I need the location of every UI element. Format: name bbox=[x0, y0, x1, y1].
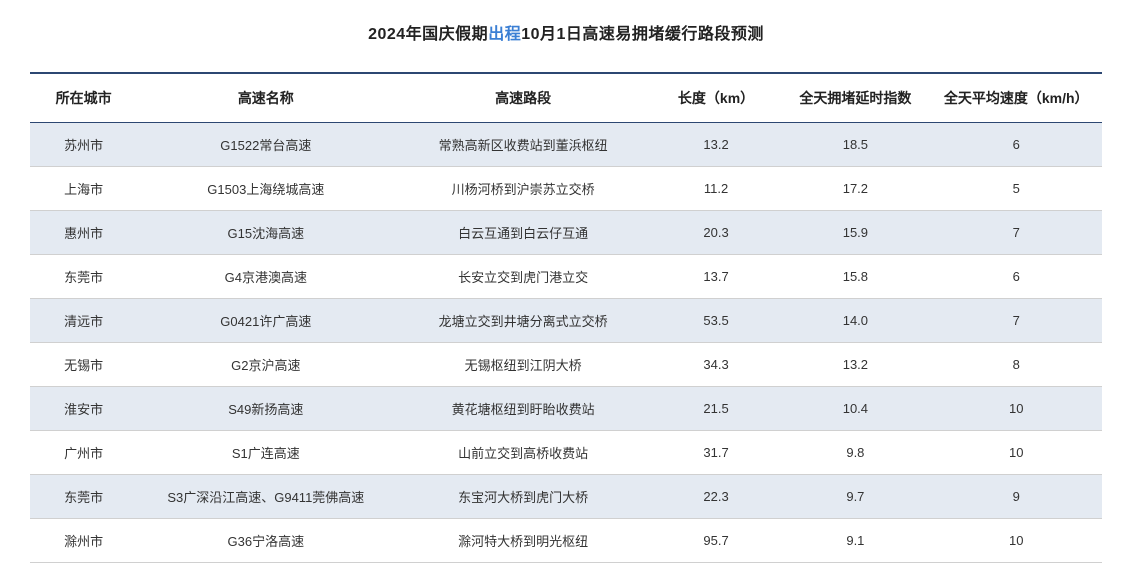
table-row: 惠州市G15沈海高速白云互通到白云仔互通20.315.97 bbox=[30, 211, 1102, 255]
congestion-table: 所在城市高速名称高速路段长度（km）全天拥堵延时指数全天平均速度（km/h） 苏… bbox=[30, 72, 1102, 563]
cell-city: 广州市 bbox=[30, 431, 137, 475]
cell-city: 清远市 bbox=[30, 299, 137, 343]
cell-length: 13.2 bbox=[652, 123, 781, 167]
cell-section: 东宝河大桥到虎门大桥 bbox=[394, 475, 651, 519]
cell-city: 上海市 bbox=[30, 167, 137, 211]
cell-index: 9.8 bbox=[780, 431, 930, 475]
table-body: 苏州市G1522常台高速常熟高新区收费站到董浜枢纽13.218.56上海市G15… bbox=[30, 123, 1102, 563]
col-header-0: 所在城市 bbox=[30, 73, 137, 123]
cell-speed: 5 bbox=[930, 167, 1102, 211]
table-row: 苏州市G1522常台高速常熟高新区收费站到董浜枢纽13.218.56 bbox=[30, 123, 1102, 167]
cell-speed: 6 bbox=[930, 123, 1102, 167]
table-row: 广州市S1广连高速山前立交到高桥收费站31.79.810 bbox=[30, 431, 1102, 475]
cell-highway: G0421许广高速 bbox=[137, 299, 394, 343]
cell-length: 22.3 bbox=[652, 475, 781, 519]
cell-length: 13.7 bbox=[652, 255, 781, 299]
cell-length: 95.7 bbox=[652, 519, 781, 563]
cell-section: 黄花塘枢纽到盱眙收费站 bbox=[394, 387, 651, 431]
cell-highway: G4京港澳高速 bbox=[137, 255, 394, 299]
cell-index: 9.7 bbox=[780, 475, 930, 519]
cell-speed: 7 bbox=[930, 211, 1102, 255]
cell-city: 东莞市 bbox=[30, 475, 137, 519]
cell-city: 惠州市 bbox=[30, 211, 137, 255]
table-row: 上海市G1503上海绕城高速川杨河桥到沪崇苏立交桥11.217.25 bbox=[30, 167, 1102, 211]
table-row: 清远市G0421许广高速龙塘立交到井塘分离式立交桥53.514.07 bbox=[30, 299, 1102, 343]
cell-highway: G36宁洛高速 bbox=[137, 519, 394, 563]
table-header: 所在城市高速名称高速路段长度（km）全天拥堵延时指数全天平均速度（km/h） bbox=[30, 73, 1102, 123]
col-header-2: 高速路段 bbox=[394, 73, 651, 123]
cell-highway: G2京沪高速 bbox=[137, 343, 394, 387]
cell-speed: 8 bbox=[930, 343, 1102, 387]
cell-city: 滁州市 bbox=[30, 519, 137, 563]
cell-speed: 10 bbox=[930, 387, 1102, 431]
cell-city: 无锡市 bbox=[30, 343, 137, 387]
cell-index: 13.2 bbox=[780, 343, 930, 387]
congestion-table-wrap: 所在城市高速名称高速路段长度（km）全天拥堵延时指数全天平均速度（km/h） 苏… bbox=[30, 72, 1102, 563]
cell-length: 11.2 bbox=[652, 167, 781, 211]
table-row: 无锡市G2京沪高速无锡枢纽到江阴大桥34.313.28 bbox=[30, 343, 1102, 387]
cell-index: 14.0 bbox=[780, 299, 930, 343]
cell-index: 17.2 bbox=[780, 167, 930, 211]
cell-section: 龙塘立交到井塘分离式立交桥 bbox=[394, 299, 651, 343]
col-header-5: 全天平均速度（km/h） bbox=[930, 73, 1102, 123]
title-prefix: 2024年国庆假期 bbox=[368, 26, 488, 43]
cell-section: 白云互通到白云仔互通 bbox=[394, 211, 651, 255]
cell-length: 21.5 bbox=[652, 387, 781, 431]
cell-city: 东莞市 bbox=[30, 255, 137, 299]
title-suffix: 10月1日高速易拥堵缓行路段预测 bbox=[521, 26, 764, 43]
cell-section: 常熟高新区收费站到董浜枢纽 bbox=[394, 123, 651, 167]
cell-highway: S1广连高速 bbox=[137, 431, 394, 475]
cell-speed: 9 bbox=[930, 475, 1102, 519]
cell-speed: 10 bbox=[930, 431, 1102, 475]
table-row: 淮安市S49新扬高速黄花塘枢纽到盱眙收费站21.510.410 bbox=[30, 387, 1102, 431]
cell-highway: G1522常台高速 bbox=[137, 123, 394, 167]
col-header-4: 全天拥堵延时指数 bbox=[780, 73, 930, 123]
cell-speed: 6 bbox=[930, 255, 1102, 299]
cell-section: 川杨河桥到沪崇苏立交桥 bbox=[394, 167, 651, 211]
cell-highway: G15沈海高速 bbox=[137, 211, 394, 255]
cell-section: 山前立交到高桥收费站 bbox=[394, 431, 651, 475]
cell-section: 长安立交到虎门港立交 bbox=[394, 255, 651, 299]
cell-index: 18.5 bbox=[780, 123, 930, 167]
page-title: 2024年国庆假期出程10月1日高速易拥堵缓行路段预测 bbox=[30, 20, 1102, 44]
table-row: 东莞市S3广深沿江高速、G9411莞佛高速东宝河大桥到虎门大桥22.39.79 bbox=[30, 475, 1102, 519]
cell-speed: 7 bbox=[930, 299, 1102, 343]
cell-length: 20.3 bbox=[652, 211, 781, 255]
cell-length: 34.3 bbox=[652, 343, 781, 387]
cell-index: 9.1 bbox=[780, 519, 930, 563]
cell-highway: S3广深沿江高速、G9411莞佛高速 bbox=[137, 475, 394, 519]
cell-section: 滁河特大桥到明光枢纽 bbox=[394, 519, 651, 563]
cell-length: 53.5 bbox=[652, 299, 781, 343]
col-header-1: 高速名称 bbox=[137, 73, 394, 123]
cell-index: 15.8 bbox=[780, 255, 930, 299]
cell-city: 苏州市 bbox=[30, 123, 137, 167]
cell-speed: 10 bbox=[930, 519, 1102, 563]
table-row: 东莞市G4京港澳高速长安立交到虎门港立交13.715.86 bbox=[30, 255, 1102, 299]
title-highlight: 出程 bbox=[488, 26, 521, 43]
cell-length: 31.7 bbox=[652, 431, 781, 475]
col-header-3: 长度（km） bbox=[652, 73, 781, 123]
cell-city: 淮安市 bbox=[30, 387, 137, 431]
cell-section: 无锡枢纽到江阴大桥 bbox=[394, 343, 651, 387]
cell-index: 15.9 bbox=[780, 211, 930, 255]
cell-highway: S49新扬高速 bbox=[137, 387, 394, 431]
table-row: 滁州市G36宁洛高速滁河特大桥到明光枢纽95.79.110 bbox=[30, 519, 1102, 563]
cell-index: 10.4 bbox=[780, 387, 930, 431]
cell-highway: G1503上海绕城高速 bbox=[137, 167, 394, 211]
